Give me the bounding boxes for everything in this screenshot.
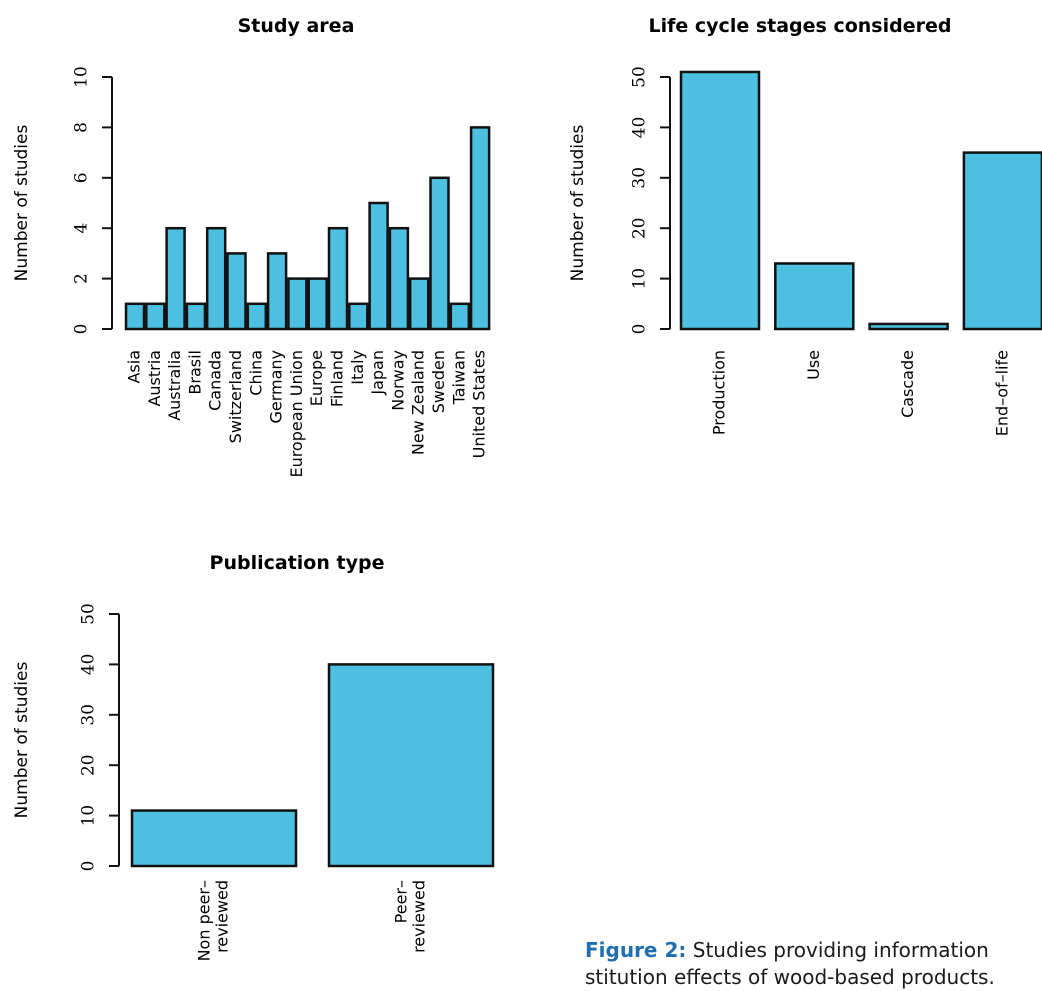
bar: [449, 302, 471, 331]
category-label: European Union: [287, 350, 306, 478]
category-label: Canada: [206, 350, 225, 411]
category-label: Finland: [328, 350, 347, 407]
category-label: New Zealand: [409, 350, 428, 455]
bar: [307, 277, 328, 331]
category-label: Japan: [368, 350, 387, 396]
category-label: Sweden: [429, 350, 448, 413]
caption-line-2: stitution effects of wood-based products…: [585, 965, 995, 989]
category-label: United States: [470, 350, 489, 458]
chart-life-cycle: Life cycle stages considered Number of st…: [568, 15, 1042, 436]
bar: [348, 302, 369, 331]
y-axis-label: Number of studies: [568, 125, 588, 282]
category-label: Production: [710, 350, 729, 435]
y-tick-label: 20: [630, 217, 650, 239]
bar: [429, 176, 450, 331]
chart-title: Publication type: [210, 552, 385, 574]
category-label: Use: [804, 350, 823, 380]
bar: [327, 226, 349, 331]
bar: [408, 277, 430, 331]
category-label: Germany: [267, 350, 286, 424]
category-label: Non peer–: [195, 880, 214, 961]
category-label: End–of–life: [992, 350, 1011, 436]
y-tick-label: 20: [79, 754, 99, 776]
bar: [388, 226, 410, 331]
chart-title: Study area: [238, 15, 355, 37]
bar: [368, 201, 389, 331]
y-tick-label: 4: [72, 223, 92, 234]
bar: [165, 226, 186, 331]
caption-line-1: Studies providing information: [686, 938, 989, 962]
bar: [130, 809, 298, 868]
y-tick-label: 10: [72, 66, 92, 88]
bar: [679, 70, 761, 331]
category-label: Norway: [388, 350, 407, 411]
category-label: Cascade: [898, 350, 917, 418]
y-tick-label: 0: [72, 324, 92, 335]
category-label: Brasil: [185, 350, 204, 395]
chart-title: Life cycle stages considered: [649, 15, 952, 37]
y-tick-label: 6: [72, 172, 92, 183]
y-tick-label: 0: [630, 324, 650, 335]
category-label: Austria: [145, 350, 164, 407]
category-label: reviewed: [213, 880, 232, 953]
bar: [185, 302, 207, 331]
y-tick-label: 10: [630, 268, 650, 290]
category-label: Italy: [348, 350, 367, 385]
category-label: Europe: [307, 350, 326, 406]
bar: [145, 302, 166, 331]
category-label: Australia: [165, 350, 184, 421]
bar: [246, 302, 268, 331]
y-tick-label: 10: [79, 805, 99, 827]
bar: [226, 252, 247, 331]
bar: [774, 262, 855, 331]
category-label: reviewed: [410, 880, 429, 953]
chart-publication-type: Publication type Number of studies 0 10 20 30…: [12, 552, 495, 961]
y-axis-label: Number of studies: [12, 662, 32, 819]
bar: [266, 252, 288, 331]
bar: [469, 126, 491, 331]
y-tick-label: 50: [630, 66, 650, 88]
y-tick-label: 50: [79, 603, 99, 625]
y-tick-label: 0: [79, 861, 99, 872]
y-axis-label: Number of studies: [12, 125, 32, 282]
y-tick-label: 40: [79, 654, 99, 676]
category-label: Peer–: [392, 880, 411, 923]
y-tick-label: 30: [630, 167, 650, 189]
category-label: Asia: [125, 350, 144, 384]
bar: [287, 277, 308, 331]
y-tick-label: 30: [79, 704, 99, 726]
bar: [962, 151, 1042, 331]
bar: [868, 322, 949, 331]
category-label: Taiwan: [449, 350, 468, 405]
y-tick-label: 2: [72, 273, 92, 284]
category-label: China: [246, 350, 265, 396]
caption-label: Figure 2:: [585, 938, 687, 962]
bar: [205, 226, 227, 331]
category-label: Switzerland: [226, 350, 245, 443]
y-tick-label: 8: [72, 122, 92, 133]
bar: [327, 663, 495, 868]
figure-caption: Figure 2: Studies providing information …: [585, 937, 1042, 991]
bar: [124, 302, 146, 331]
y-tick-label: 40: [630, 117, 650, 139]
